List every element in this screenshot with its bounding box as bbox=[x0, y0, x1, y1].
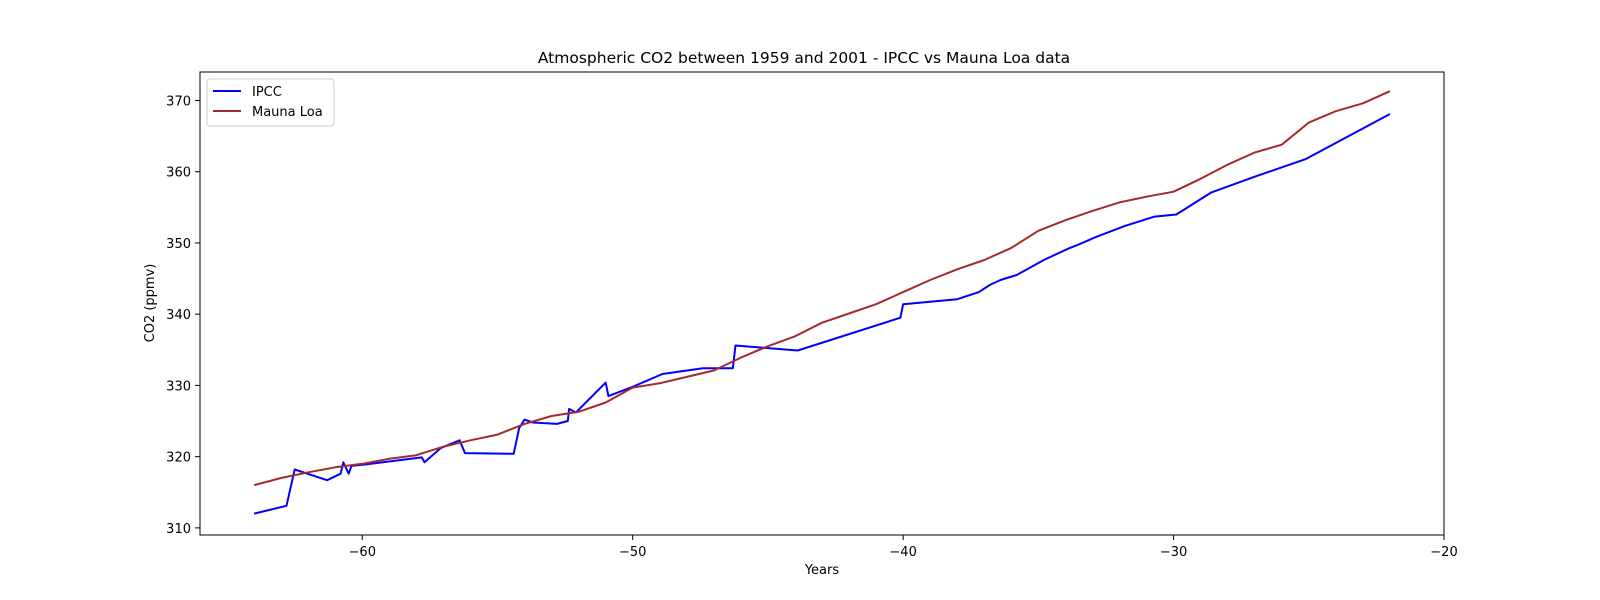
y-tick-label: 320 bbox=[166, 451, 191, 466]
plot-frame bbox=[199, 71, 1445, 536]
y-tick-label: 310 bbox=[166, 522, 191, 537]
x-axis-label: Years bbox=[804, 563, 840, 578]
legend-label-ipcc: IPCC bbox=[252, 85, 282, 100]
axis-ticks: −60 −50 −40 −30 −20 310 320 330 340 350 360 370 bbox=[166, 94, 1458, 560]
x-tick-label: −50 bbox=[619, 545, 646, 560]
series-line-mauna-loa bbox=[253, 90, 1391, 487]
x-tick-label: −30 bbox=[1160, 545, 1187, 560]
x-tick-label: −20 bbox=[1430, 545, 1457, 560]
x-tick-label: −60 bbox=[349, 545, 376, 560]
y-tick-label: 340 bbox=[166, 308, 191, 323]
y-tick-label: 350 bbox=[166, 237, 191, 252]
y-tick-label: 360 bbox=[166, 166, 191, 181]
chart-title: Atmospheric CO2 between 1959 and 2001 - … bbox=[538, 49, 1070, 67]
legend-label-mauna-loa: Mauna Loa bbox=[252, 105, 323, 120]
plot-area bbox=[253, 90, 1391, 515]
x-tick-label: −40 bbox=[889, 545, 916, 560]
y-tick-label: 330 bbox=[166, 379, 191, 394]
y-axis-label: CO2 (ppmv) bbox=[143, 264, 158, 343]
legend: IPCC Mauna Loa bbox=[206, 78, 335, 127]
y-tick-label: 370 bbox=[166, 94, 191, 109]
